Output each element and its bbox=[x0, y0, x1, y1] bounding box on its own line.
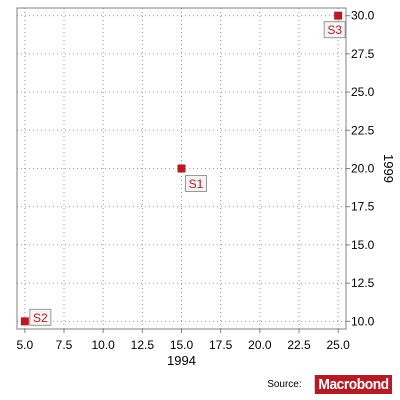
x-tick-label: 25.0 bbox=[326, 338, 350, 352]
macrobond-logo: Macrobond bbox=[314, 375, 392, 394]
point-label-box bbox=[29, 308, 52, 326]
data-points: S1 S2 S3 bbox=[20, 11, 346, 326]
data-point-s3 bbox=[334, 11, 343, 20]
x-tick-label: 20.0 bbox=[248, 338, 272, 352]
data-point-s1 bbox=[177, 164, 186, 173]
y-axis-title: 1999 bbox=[381, 154, 396, 183]
x-tick-label: 7.5 bbox=[56, 338, 73, 352]
y-tick-label: 27.5 bbox=[351, 47, 375, 61]
x-tick-label: 12.5 bbox=[131, 338, 155, 352]
x-tick-label: 10.0 bbox=[91, 338, 115, 352]
y-tick-label: 17.5 bbox=[351, 200, 375, 214]
x-tick-label: 22.5 bbox=[287, 338, 311, 352]
source-label: Source: bbox=[267, 379, 302, 390]
axis-ticks: 5.0 7.5 10.0 12.5 15.0 17.5 20.0 22.5 25.010.012… bbox=[16, 9, 374, 352]
data-point-s2 bbox=[20, 317, 29, 326]
point-label-box bbox=[323, 21, 346, 39]
source-footer: Source: Macrobond bbox=[267, 375, 392, 394]
point-label-s2: S2 bbox=[33, 311, 48, 325]
point-label-s3: S3 bbox=[327, 23, 342, 37]
x-axis-title: 1994 bbox=[167, 353, 196, 368]
x-tick-label: 15.0 bbox=[170, 338, 194, 352]
y-tick-label: 15.0 bbox=[351, 238, 375, 252]
x-tick-label: 5.0 bbox=[16, 338, 33, 352]
y-tick-label: 12.5 bbox=[351, 276, 375, 290]
y-tick-label: 22.5 bbox=[351, 123, 375, 137]
x-tick-label: 17.5 bbox=[209, 338, 233, 352]
y-tick-label: 30.0 bbox=[351, 9, 375, 23]
point-label-box bbox=[185, 175, 207, 192]
y-tick-label: 20.0 bbox=[351, 162, 375, 176]
y-tick-label: 10.0 bbox=[351, 314, 375, 328]
point-label-s1: S1 bbox=[189, 177, 204, 191]
y-tick-label: 25.0 bbox=[351, 85, 375, 99]
